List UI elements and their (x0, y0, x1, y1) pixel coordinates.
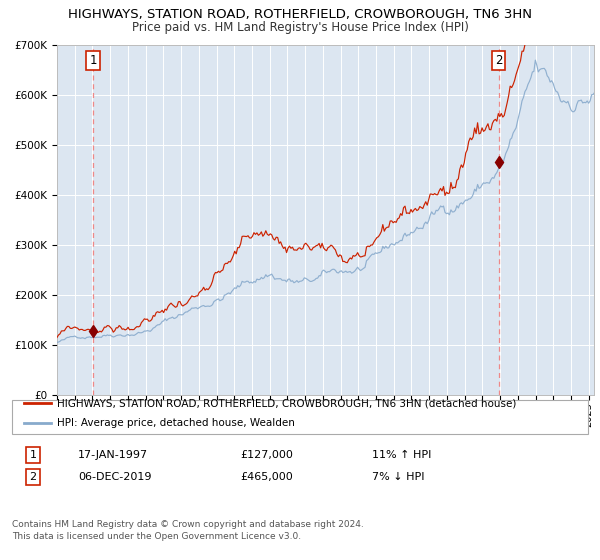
Text: HIGHWAYS, STATION ROAD, ROTHERFIELD, CROWBOROUGH, TN6 3HN: HIGHWAYS, STATION ROAD, ROTHERFIELD, CRO… (68, 8, 532, 21)
Text: 06-DEC-2019: 06-DEC-2019 (78, 472, 151, 482)
Text: 1: 1 (29, 450, 37, 460)
Text: 7% ↓ HPI: 7% ↓ HPI (372, 472, 425, 482)
Text: 2: 2 (495, 54, 502, 67)
Text: 11% ↑ HPI: 11% ↑ HPI (372, 450, 431, 460)
Text: £127,000: £127,000 (240, 450, 293, 460)
Text: 1: 1 (89, 54, 97, 67)
Text: HPI: Average price, detached house, Wealden: HPI: Average price, detached house, Weal… (57, 418, 295, 428)
Text: This data is licensed under the Open Government Licence v3.0.: This data is licensed under the Open Gov… (12, 532, 301, 541)
Text: £465,000: £465,000 (240, 472, 293, 482)
Text: Contains HM Land Registry data © Crown copyright and database right 2024.: Contains HM Land Registry data © Crown c… (12, 520, 364, 529)
Text: Price paid vs. HM Land Registry's House Price Index (HPI): Price paid vs. HM Land Registry's House … (131, 21, 469, 34)
Text: HIGHWAYS, STATION ROAD, ROTHERFIELD, CROWBOROUGH, TN6 3HN (detached house): HIGHWAYS, STATION ROAD, ROTHERFIELD, CRO… (57, 398, 517, 408)
Text: 17-JAN-1997: 17-JAN-1997 (78, 450, 148, 460)
Text: 2: 2 (29, 472, 37, 482)
